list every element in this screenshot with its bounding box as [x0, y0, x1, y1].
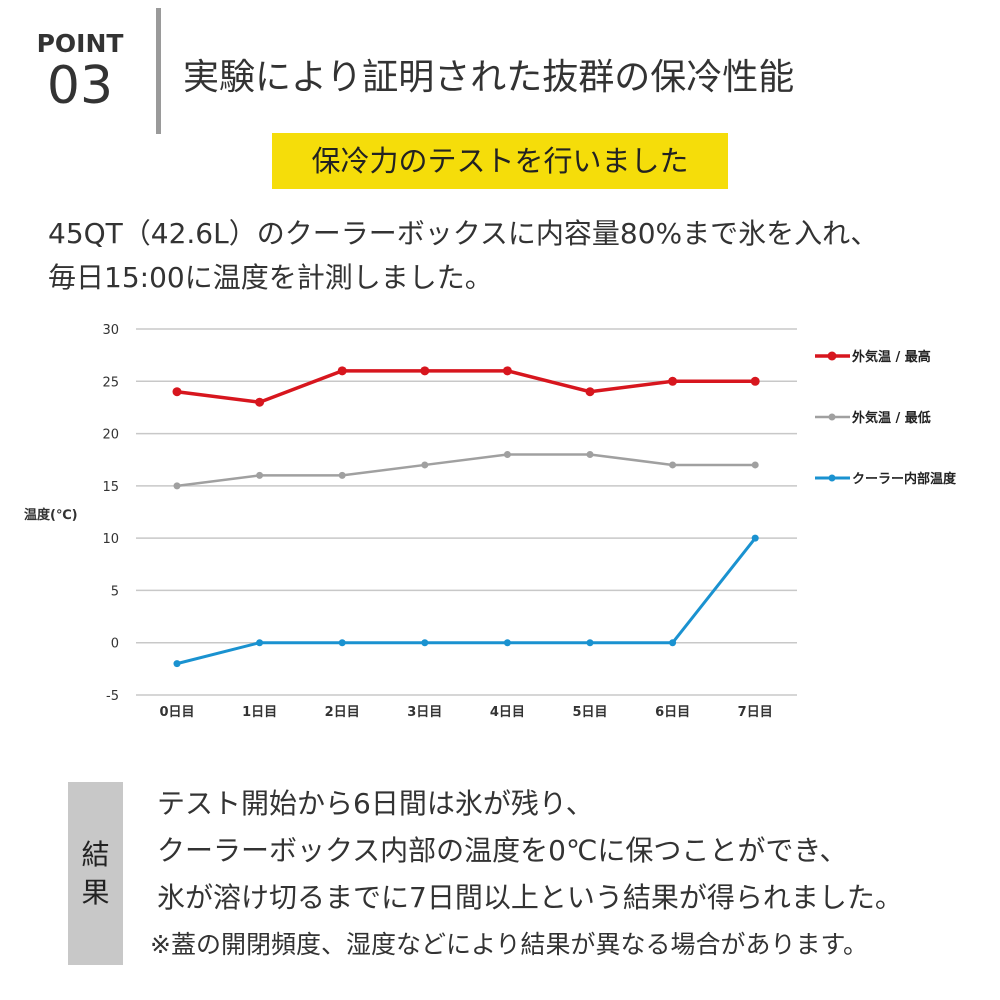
y-tick-label: 5: [111, 584, 119, 599]
data-point: [669, 639, 677, 647]
x-tick-label: 2日目: [325, 705, 360, 720]
intro-line-2: 毎日15:00に温度を計測しました。: [48, 261, 493, 294]
result-note: ※蓋の開閉頻度、湿度などにより結果が異なる場合があります。: [150, 930, 868, 959]
x-tick-label: 7日目: [738, 705, 773, 720]
result-line-2: クーラーボックス内部の温度を0℃に保つことができ、: [157, 834, 848, 867]
result-label-char: 果: [81, 875, 110, 909]
data-point: [586, 639, 594, 647]
data-point: [668, 376, 678, 386]
legend-marker: [828, 474, 836, 482]
divider: [156, 8, 161, 134]
data-point: [337, 366, 347, 376]
legend-label: 外気温 / 最高: [851, 349, 931, 365]
y-tick-label: 10: [102, 532, 119, 547]
data-point: [173, 660, 181, 668]
data-point: [751, 461, 759, 469]
point-badge: POINT 03: [28, 29, 132, 116]
data-point: [338, 471, 346, 479]
data-point: [750, 376, 760, 386]
legend-label: 外気温 / 最低: [851, 410, 931, 426]
y-axis-label: 温度(℃): [24, 507, 78, 523]
data-point: [255, 397, 265, 407]
x-tick-label: 4日目: [490, 705, 525, 720]
legend-marker: [828, 413, 836, 421]
data-point: [503, 639, 511, 647]
y-tick-label: -5: [106, 689, 119, 704]
result-label: 結 果: [68, 782, 123, 965]
intro-line-1: 45QT（42.6L）のクーラーボックスに内容量80%まで氷を入れ、: [48, 217, 879, 250]
result-line-1: テスト開始から6日間は氷が残り、: [157, 787, 594, 820]
data-point: [338, 639, 346, 647]
y-tick-label: 15: [102, 480, 119, 495]
result-label-char: 結: [81, 837, 110, 871]
data-point: [420, 366, 430, 376]
data-point: [421, 461, 429, 469]
data-point: [585, 387, 595, 397]
x-tick-label: 1日目: [242, 705, 277, 720]
x-tick-label: 6日目: [655, 705, 690, 720]
series-line: [176, 537, 757, 666]
data-point: [256, 639, 264, 647]
y-tick-label: 20: [102, 428, 119, 443]
point-label: POINT: [36, 29, 124, 58]
x-tick-label: 3日目: [407, 705, 442, 720]
series-line: [176, 453, 756, 488]
series-line: [176, 369, 756, 404]
temperature-chart: 30 25 20 15 10 5 0 -5 0日目 1日目 2日目 3日目 4日目 5日目 6日目 7日目 温度…: [24, 323, 957, 720]
data-point: [503, 450, 511, 458]
legend-marker: [827, 351, 837, 361]
data-point: [751, 534, 759, 542]
y-tick-label: 30: [102, 323, 119, 338]
y-tick-label: 0: [111, 637, 119, 652]
subtitle-banner: 保冷力のテストを行いました: [272, 133, 728, 189]
data-point: [256, 471, 264, 479]
data-point: [586, 450, 594, 458]
data-point: [172, 387, 182, 397]
data-point: [669, 461, 677, 469]
data-point: [173, 482, 181, 490]
x-tick-label: 5日目: [572, 705, 607, 720]
point-number: 03: [46, 56, 114, 116]
data-point: [421, 639, 429, 647]
page-title: 実験により証明された抜群の保冷性能: [183, 57, 795, 98]
y-tick-label: 25: [102, 375, 119, 390]
result-line-3: 氷が溶け切るまでに7日間以上という結果が得られました。: [157, 881, 903, 914]
legend-label: クーラー内部温度: [852, 471, 957, 487]
x-tick-label: 0日目: [159, 705, 194, 720]
data-point: [502, 366, 512, 376]
